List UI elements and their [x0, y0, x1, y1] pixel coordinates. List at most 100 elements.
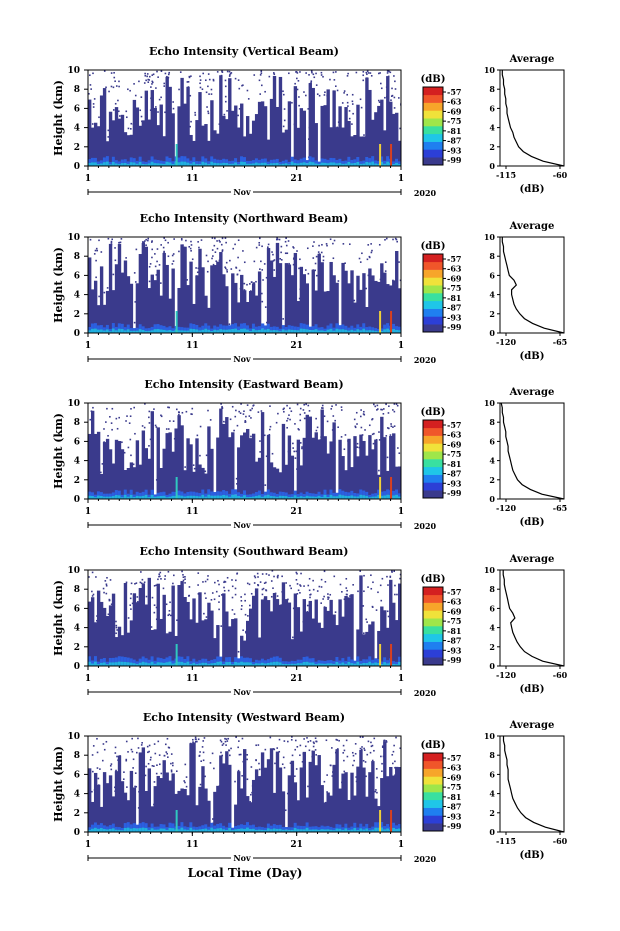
- echo-speckle: [359, 736, 362, 738]
- echo-strong: [177, 157, 181, 163]
- echo-column: [99, 473, 104, 499]
- echo-strong: [156, 657, 160, 663]
- echo-speckle: [314, 749, 317, 751]
- echo-strong: [171, 660, 175, 664]
- echo-speckle: [393, 75, 395, 77]
- echo-column: [138, 587, 143, 666]
- echo-speckle: [218, 595, 221, 597]
- echo-speckle: [92, 103, 95, 105]
- echo-strong: [93, 822, 98, 828]
- echo-strong: [272, 326, 277, 331]
- x-tick-label: 11: [186, 674, 199, 684]
- echo-speckle: [309, 82, 311, 85]
- echo-speckle: [223, 589, 226, 592]
- echo-speckle: [356, 442, 359, 445]
- echo-column: [368, 435, 372, 499]
- echo-strong: [126, 324, 131, 330]
- echo-speckle: [304, 269, 307, 271]
- echo-speckle: [134, 94, 137, 97]
- colorbar: (dB)-57-63-69-75-81-87-93-99: [421, 407, 462, 499]
- colorbar-tick-label: -99: [447, 322, 462, 332]
- echo-column: [320, 262, 324, 333]
- echo-column: [159, 467, 163, 499]
- echo-strong: [338, 158, 342, 163]
- echo-strong: [165, 829, 169, 832]
- echo-column: [374, 798, 378, 832]
- echo-strong: [159, 495, 163, 499]
- echo-speckle: [165, 603, 168, 606]
- echo-speckle: [394, 766, 396, 769]
- echo-speckle: [151, 81, 154, 84]
- echo-speckle: [279, 258, 281, 260]
- echo-strong: [368, 497, 372, 499]
- echo-column: [299, 266, 304, 333]
- echo-column: [245, 428, 250, 499]
- echo-speckle: [370, 587, 373, 590]
- echo-speckle: [355, 776, 357, 778]
- echo-speckle: [155, 87, 157, 89]
- echo-strong: [225, 827, 229, 830]
- year-label: 2020: [414, 688, 437, 698]
- echo-speckle: [240, 403, 242, 405]
- echo-column: [251, 283, 256, 333]
- echo-speckle: [273, 575, 275, 578]
- echo-strong: [341, 829, 345, 832]
- echo-speckle: [262, 587, 265, 590]
- echo-strong: [395, 661, 399, 665]
- echo-speckle: [182, 574, 184, 576]
- echo-column: [329, 261, 333, 333]
- echo-strong: [204, 658, 208, 663]
- echo-column: [260, 752, 265, 832]
- echo-speckle: [371, 744, 374, 747]
- echo-speckle: [167, 255, 170, 258]
- echo-strong: [380, 491, 384, 496]
- echo-strong: [108, 161, 113, 165]
- echo-speckle: [295, 579, 298, 581]
- echo-strong: [326, 829, 330, 832]
- echo-column: [129, 620, 134, 666]
- echo-speckle: [377, 72, 380, 75]
- echo-strong: [293, 163, 298, 166]
- echo-speckle: [313, 76, 316, 79]
- echo-speckle: [375, 438, 378, 441]
- echo-strong: [251, 828, 256, 832]
- echo-column: [198, 248, 202, 333]
- echo-strong: [171, 828, 175, 832]
- echo-column: [245, 620, 250, 666]
- echo-strong: [207, 325, 211, 330]
- echo-strong: [344, 828, 348, 832]
- echo-speckle: [115, 632, 117, 635]
- echo-speckle: [199, 82, 201, 85]
- echo-speckle: [149, 263, 152, 265]
- echo-column: [344, 270, 348, 333]
- echo-column: [392, 602, 396, 666]
- echo-column: [344, 772, 348, 832]
- echo-speckle: [115, 770, 117, 773]
- echo-speckle: [225, 241, 227, 244]
- echo-strong: [383, 829, 387, 832]
- echo-strong: [263, 158, 268, 163]
- echo-strong: [371, 161, 375, 166]
- echo-speckle: [299, 442, 302, 444]
- colorbar-swatch: [423, 427, 443, 436]
- echo-speckle: [92, 106, 95, 108]
- echo-speckle: [226, 576, 229, 579]
- echo-speckle: [387, 584, 389, 586]
- echo-column: [335, 282, 339, 333]
- echo-strong: [195, 829, 199, 832]
- echo-column: [347, 120, 351, 166]
- echo-speckle: [211, 249, 214, 251]
- echo-speckle: [126, 415, 128, 417]
- echo-speckle: [107, 129, 110, 132]
- echo-column: [210, 265, 214, 333]
- echo-speckle: [260, 260, 262, 263]
- echo-speckle: [143, 240, 146, 242]
- echo-strong: [123, 494, 128, 499]
- echo-strong: [243, 328, 247, 333]
- echo-speckle: [310, 80, 313, 82]
- echo-strong: [237, 825, 241, 829]
- echo-column: [377, 105, 381, 166]
- echo-strong: [90, 328, 95, 333]
- echo-strong: [287, 161, 292, 165]
